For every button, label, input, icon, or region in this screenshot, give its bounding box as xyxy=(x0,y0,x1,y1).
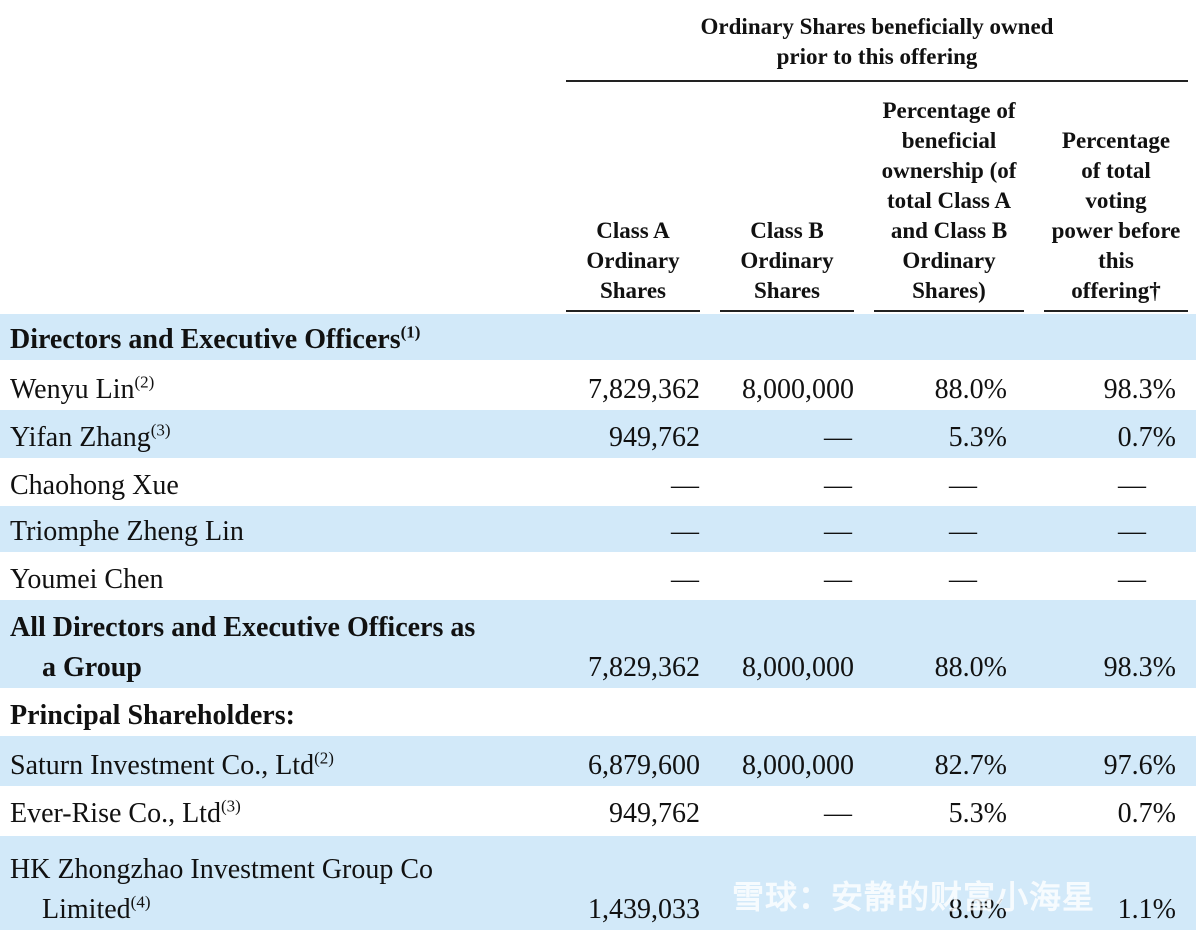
class-b-value: — xyxy=(824,516,852,547)
class-a-value: 6,879,600 xyxy=(588,750,700,781)
pct-voting-value: 98.3% xyxy=(1103,652,1176,683)
table-row: HK Zhongzhao Investment Group Co Limited… xyxy=(0,836,1196,930)
table-row: Yifan Zhang(3) 949,762 — 5.3% 0.7% xyxy=(0,410,1196,458)
pct-voting-value: 1.1% xyxy=(1117,894,1176,925)
class-a-value: 7,829,362 xyxy=(588,652,700,683)
group-header: Ordinary Shares beneficially owned prior… xyxy=(566,12,1188,82)
row-name: Ever-Rise Co., Ltd(3) xyxy=(10,796,241,829)
class-b-value: — xyxy=(824,798,852,829)
class-a-value: 7,829,362 xyxy=(588,374,700,405)
row-name: Yifan Zhang(3) xyxy=(10,420,171,453)
table-row: Triomphe Zheng Lin — — — — xyxy=(0,506,1196,552)
class-b-value: — xyxy=(824,564,852,595)
class-a-value: 949,762 xyxy=(609,798,700,829)
section-directors: Directors and Executive Officers(1) xyxy=(0,314,1196,360)
col-header-pct-voting: Percentage of total voting power before … xyxy=(1044,126,1188,312)
class-a-value: 1,439,033 xyxy=(588,894,700,925)
row-name: HK Zhongzhao Investment Group Co Limited… xyxy=(10,854,434,925)
pct-ownership-value: 5.3% xyxy=(948,798,1007,829)
pct-ownership-value: 88.0% xyxy=(934,652,1007,683)
pct-ownership-value: 88.0% xyxy=(934,374,1007,405)
class-b-value: 8,000,000 xyxy=(742,652,854,683)
class-a-value: 949,762 xyxy=(609,422,700,453)
class-b-value: — xyxy=(824,422,852,453)
row-name: Youmei Chen xyxy=(10,564,164,595)
table-row: Wenyu Lin(2) 7,829,362 8,000,000 88.0% 9… xyxy=(0,362,1196,410)
pct-voting-value: 98.3% xyxy=(1103,374,1176,405)
class-b-value: 8,000,000 xyxy=(742,750,854,781)
pct-voting-value: — xyxy=(1118,516,1146,547)
pct-ownership-value: — xyxy=(949,516,977,547)
pct-ownership-value: — xyxy=(949,564,977,595)
section-title: Principal Shareholders: xyxy=(10,700,295,731)
pct-ownership-value: 5.3% xyxy=(948,422,1007,453)
pct-ownership-value: 82.7% xyxy=(934,750,1007,781)
table-row: Youmei Chen — — — — xyxy=(0,552,1196,600)
watermark: 雪球：安静的财富小海星 xyxy=(732,878,1096,916)
col-header-class-a: Class A Ordinary Shares xyxy=(566,216,700,312)
col-header-pct-ownership: Percentage of beneficial ownership (of t… xyxy=(874,96,1024,312)
group-header-line2: prior to this offering xyxy=(776,44,978,69)
pct-voting-value: 0.7% xyxy=(1117,422,1176,453)
class-b-value: 8,000,000 xyxy=(742,374,854,405)
class-b-value: — xyxy=(824,470,852,501)
pct-voting-value: — xyxy=(1118,470,1146,501)
table-row: Ever-Rise Co., Ltd(3) 949,762 — 5.3% 0.7… xyxy=(0,786,1196,834)
row-name: Chaohong Xue xyxy=(10,470,179,501)
pct-ownership-value: 8.0% xyxy=(948,894,1007,925)
table-row: Saturn Investment Co., Ltd(2) 6,879,600 … xyxy=(0,736,1196,786)
class-a-value: — xyxy=(671,564,699,595)
table-row-group-total: All Directors and Executive Officers as … xyxy=(0,600,1196,688)
row-name: All Directors and Executive Officers as … xyxy=(10,612,476,683)
section-principal: Principal Shareholders: xyxy=(0,690,1196,736)
group-header-line1: Ordinary Shares beneficially owned xyxy=(700,14,1054,39)
section-title: Directors and Executive Officers(1) xyxy=(10,322,421,355)
class-a-value: — xyxy=(671,516,699,547)
pct-voting-value: 97.6% xyxy=(1103,750,1176,781)
row-name: Saturn Investment Co., Ltd(2) xyxy=(10,748,334,781)
class-a-value: — xyxy=(671,470,699,501)
row-name: Triomphe Zheng Lin xyxy=(10,516,244,547)
pct-voting-value: 0.7% xyxy=(1117,798,1176,829)
table-row: Chaohong Xue — — — — xyxy=(0,458,1196,506)
col-header-class-b: Class B Ordinary Shares xyxy=(720,216,854,312)
pct-ownership-value: — xyxy=(949,470,977,501)
row-name: Wenyu Lin(2) xyxy=(10,372,155,405)
pct-voting-value: — xyxy=(1118,564,1146,595)
